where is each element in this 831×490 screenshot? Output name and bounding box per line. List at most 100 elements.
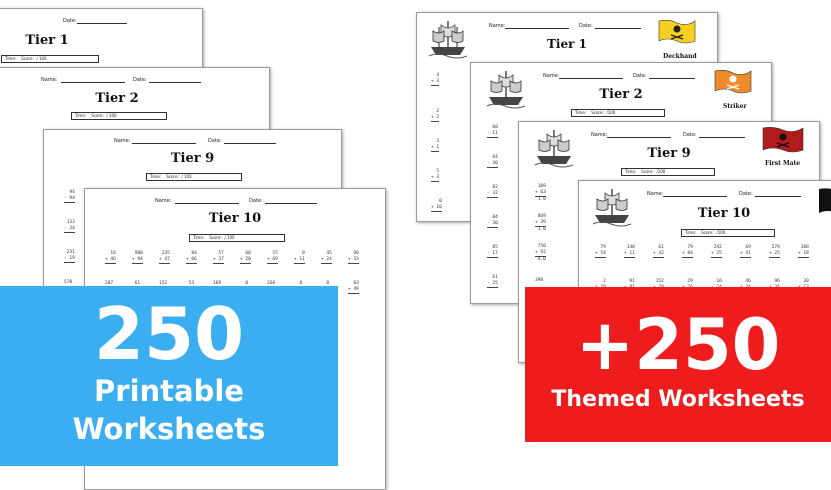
operand-top: 29 [687, 279, 693, 284]
time-score-box: Time: Score: / 100 [146, 173, 242, 181]
operand-bottom: + 47 [159, 256, 170, 262]
pirate-ship-icon [591, 185, 633, 231]
math-problem: 0 + 11 [294, 251, 305, 264]
pirate-flag-icon [713, 69, 753, 99]
date-line [755, 191, 801, 197]
name-label: Name: [155, 198, 172, 204]
name-label: Name: [543, 73, 560, 79]
themed-worksheet-count: +250 [575, 304, 781, 386]
math-problem: 279 + 25 [769, 245, 780, 258]
math-problem: 61 + 42 [653, 245, 664, 258]
banner-line-1: Themed Worksheets [551, 387, 805, 412]
operand-top: 0 [302, 251, 305, 256]
worksheet-title: Tier 1 [25, 33, 69, 48]
worksheet-title: Tier 10 [208, 211, 262, 226]
date-line [149, 77, 201, 83]
name-label: Name: [591, 132, 608, 138]
operand-bottom: + 20 [240, 256, 251, 262]
date-line [699, 132, 745, 138]
name-line [175, 198, 239, 204]
operand-top: 46 [745, 279, 751, 284]
operand-top: 96 [774, 279, 780, 284]
operand-top: 30 [803, 279, 809, 284]
operand-bottom: + 41 [740, 250, 751, 256]
pirate-flag-icon [657, 19, 697, 49]
operand-bottom: + 25 [769, 250, 780, 256]
operand-top: 152 [655, 279, 664, 284]
operand-top: 235 [161, 251, 170, 256]
name-line [559, 73, 623, 79]
date-line [77, 18, 127, 24]
operand-top: 2 [603, 279, 606, 284]
worksheet-title: Tier 9 [170, 151, 215, 166]
operand-top: 91 [629, 279, 635, 284]
pirate-flag-icon [761, 126, 805, 158]
worksheet-title: Tier 10 [697, 206, 751, 221]
name-line [132, 138, 196, 144]
math-problem: 235 + 47 [159, 251, 170, 264]
operand-bottom: + 69 [267, 256, 278, 262]
operand-top: 79 [600, 245, 606, 250]
date-label: Date: [63, 18, 77, 24]
operand-top: 79 [687, 245, 693, 250]
date-label: Date: [633, 73, 647, 79]
name-label: Name: [647, 191, 664, 197]
operand-bottom: + 84 [682, 250, 693, 256]
operand-top: 169 [213, 281, 222, 286]
math-problem: 69 + 41 [740, 245, 751, 258]
themed-worksheets-banner: +250 Themed Worksheets [525, 287, 831, 442]
math-problem: 90 + 33 [348, 251, 359, 264]
operand-bottom: + 49 [348, 286, 359, 292]
math-problem: 388 + 18 [798, 245, 809, 258]
pirate-ship-icon [533, 126, 575, 172]
math-problem: 83 + 49 [348, 281, 359, 294]
rank-label: Deckhand [663, 53, 697, 60]
operand-top: 980 [134, 251, 143, 256]
operand-top: 83 [353, 281, 359, 286]
math-problem: 57 + 37 [213, 251, 224, 264]
math-problem: 60 + 20 [240, 251, 251, 264]
operand-bottom: + 37 [213, 256, 224, 262]
date-line [595, 23, 641, 29]
pirate-ship-icon [427, 17, 469, 63]
pirate-flag-icon [817, 187, 831, 221]
math-problem: 242 + 25 [711, 245, 722, 258]
time-score-box: Time: Score: /100 [621, 168, 715, 176]
math-problem: 79 + 54 [595, 245, 606, 258]
time-score-box: Time: Score: / 100 [189, 234, 285, 242]
operand-bottom: + 11 [294, 256, 305, 262]
operand-bottom: + 94 [132, 256, 143, 262]
operand-bottom: + 42 [653, 250, 664, 256]
date-label: Date: [208, 138, 222, 144]
operand-top: 45 [326, 251, 332, 256]
name-line [61, 77, 125, 83]
date-label: Date: [579, 23, 593, 29]
math-problem: 140 + 11 [624, 245, 635, 258]
rank-label: First Mate [765, 160, 801, 167]
date-label: Date: [133, 77, 147, 83]
math-problem: 16 + 46 [105, 251, 116, 264]
operand-top: 268 [267, 281, 276, 286]
operand-top: 0 [326, 281, 330, 286]
math-problem: 84 + 66 [186, 251, 197, 264]
operand-top: 207 [105, 281, 114, 286]
name-line [505, 23, 569, 29]
operand-top: 279 [771, 245, 780, 250]
date-line [649, 73, 695, 79]
operand-top: 69 [745, 245, 751, 250]
math-problem: 79 + 84 [682, 245, 693, 258]
math-problem: 55 + 69 [267, 251, 278, 264]
date-line [265, 198, 317, 204]
operand-top: 61 [134, 281, 141, 286]
operand-bottom: + 11 [624, 250, 635, 256]
operand-bottom: + 46 [105, 256, 116, 262]
printable-worksheets-banner: 250 Printable Worksheets [0, 286, 338, 466]
date-label: Date: [249, 198, 263, 204]
worksheet-title: Tier 1 [547, 37, 587, 51]
name-label: Name: [114, 138, 131, 144]
time-score-box: Time: Score: /100 [681, 229, 775, 237]
date-label: Date: [739, 191, 753, 197]
operand-top: 16 [716, 279, 722, 284]
name-line [663, 191, 727, 197]
operand-bottom: + 25 [711, 250, 722, 256]
